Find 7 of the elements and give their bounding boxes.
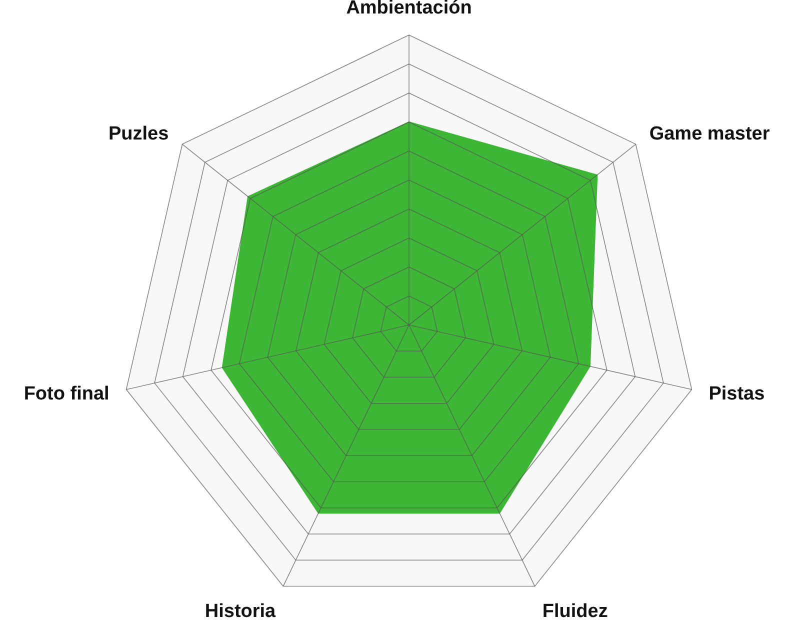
spoke-label: Pistas <box>708 383 765 404</box>
spoke-label: Historia <box>204 600 276 622</box>
spoke-label: Foto final <box>24 383 110 404</box>
spoke-label: Ambientación <box>346 0 472 19</box>
spoke-label: Game master <box>649 123 770 144</box>
spoke-label: Fluidez <box>542 600 608 622</box>
spoke-label: Puzles <box>108 123 169 144</box>
